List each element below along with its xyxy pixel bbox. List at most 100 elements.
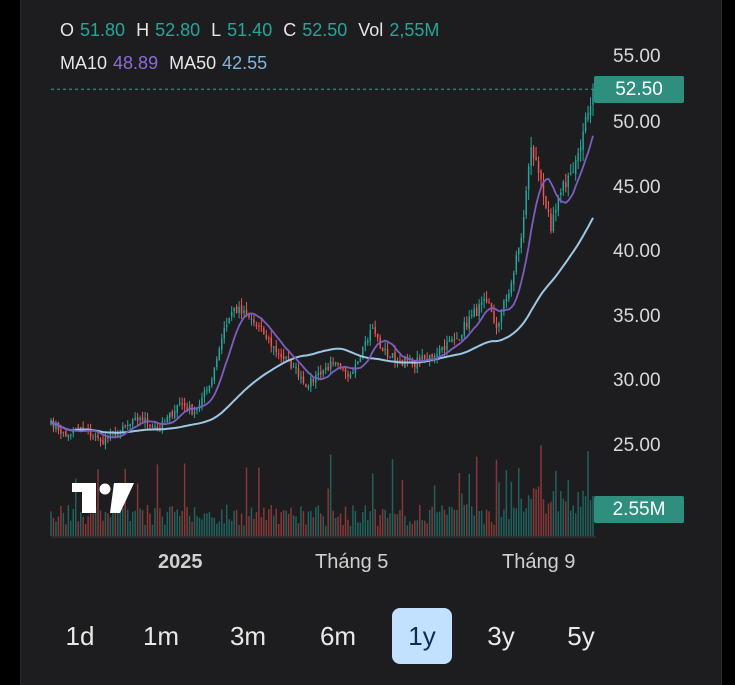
- candle-body: [381, 347, 384, 352]
- timeframe-3y[interactable]: 3y: [487, 621, 515, 651]
- candle-body: [245, 309, 248, 315]
- volume-bar: [483, 523, 485, 536]
- volume-bar: [186, 506, 188, 536]
- volume-bar: [589, 499, 592, 536]
- candle-body: [193, 411, 196, 414]
- candle-body: [503, 300, 505, 312]
- candle-body: [569, 173, 572, 175]
- volume-bar: [409, 521, 411, 536]
- volume-bar: [357, 522, 359, 536]
- volume-bar: [272, 515, 275, 536]
- candle-body: [307, 385, 310, 388]
- volume-bar: [82, 516, 84, 536]
- volume-bar: [339, 513, 342, 536]
- volume-bar: [146, 504, 149, 536]
- candle-body: [176, 405, 178, 413]
- volume-bar: [436, 512, 438, 536]
- candle-body: [166, 416, 169, 422]
- candle-body: [181, 403, 183, 405]
- candle-body: [285, 357, 287, 359]
- volume-bar: [223, 523, 225, 536]
- volume-bar: [540, 445, 542, 536]
- volume-bar: [203, 513, 206, 536]
- volume-bar: [555, 470, 557, 536]
- volume-bar: [139, 508, 141, 536]
- volume-bar: [577, 491, 579, 536]
- volume-bar: [537, 486, 540, 536]
- volume-bar: [562, 498, 565, 536]
- candle-body: [337, 362, 339, 365]
- candle-body: [213, 367, 216, 381]
- candle-body: [77, 426, 79, 429]
- volume-bar: [198, 517, 201, 536]
- candle-body: [389, 356, 391, 359]
- candle-body: [478, 304, 480, 316]
- volume-bar: [456, 509, 458, 536]
- volume-bar: [446, 514, 448, 536]
- volume-bar: [131, 512, 134, 536]
- volume-bar: [245, 467, 248, 536]
- volume-bar: [493, 524, 495, 536]
- volume-bar: [322, 516, 324, 536]
- volume-bar: [513, 507, 515, 536]
- timeframe-1y[interactable]: 1y: [392, 608, 452, 664]
- last-price-badge: 52.50: [594, 76, 684, 103]
- volume-bar: [433, 485, 436, 536]
- timeframe-6m[interactable]: 6m: [319, 621, 357, 651]
- candle-body: [107, 437, 109, 439]
- volume-bar: [156, 464, 159, 536]
- volume-bar: [109, 517, 112, 536]
- candle-body: [394, 352, 396, 363]
- timeframe-1d[interactable]: 1d: [65, 621, 95, 651]
- volume-bar: [171, 506, 174, 536]
- volume-bar: [149, 513, 151, 536]
- candle-body: [540, 171, 542, 180]
- candle-body: [171, 411, 174, 417]
- candle-body: [359, 357, 362, 363]
- timeframe-5y[interactable]: 5y: [567, 621, 595, 651]
- timeframe-3m[interactable]: 3m: [229, 621, 267, 651]
- candle-body: [154, 426, 156, 428]
- candle-body: [560, 192, 562, 196]
- y-tick-label: 30.00: [613, 370, 661, 391]
- volume-bar: [183, 463, 186, 536]
- volume-bar: [208, 512, 211, 536]
- volume-bar: [164, 524, 166, 536]
- open-label: O: [60, 20, 75, 40]
- volume-bar: [416, 520, 419, 536]
- candle-body: [317, 373, 320, 376]
- high-label: H: [136, 20, 150, 40]
- candle-body: [537, 160, 540, 173]
- candle-body: [57, 422, 60, 431]
- volume-bar: [530, 498, 532, 536]
- volume-bar: [349, 525, 352, 536]
- candle-body: [315, 374, 317, 383]
- candle-body: [295, 366, 297, 369]
- candle-body: [324, 367, 327, 370]
- candle-body: [277, 353, 280, 355]
- timeframe-1m[interactable]: 1m: [142, 621, 180, 651]
- candle-body: [369, 330, 372, 341]
- volume-bar: [320, 513, 322, 536]
- candle-body: [70, 434, 72, 436]
- candle-body: [225, 324, 228, 328]
- ma10-line: [50, 135, 594, 439]
- volume-bar: [592, 496, 594, 536]
- volume-bar: [535, 489, 537, 536]
- candle-body: [475, 307, 478, 316]
- candle-body: [141, 417, 144, 421]
- volume-bar: [547, 503, 550, 536]
- candle-body: [555, 209, 557, 213]
- price-chart[interactable]: [21, 0, 721, 685]
- candle-body: [92, 436, 94, 438]
- candle-body: [89, 428, 92, 437]
- candle-body: [441, 347, 443, 350]
- volume-bar: [196, 515, 198, 536]
- candle-body: [589, 106, 592, 116]
- volume-bar: [87, 516, 89, 536]
- volume-bar: [221, 509, 223, 536]
- candle-body: [347, 373, 349, 377]
- volume-bar: [488, 511, 490, 536]
- candle-body: [349, 374, 352, 378]
- volume-bar: [302, 511, 305, 536]
